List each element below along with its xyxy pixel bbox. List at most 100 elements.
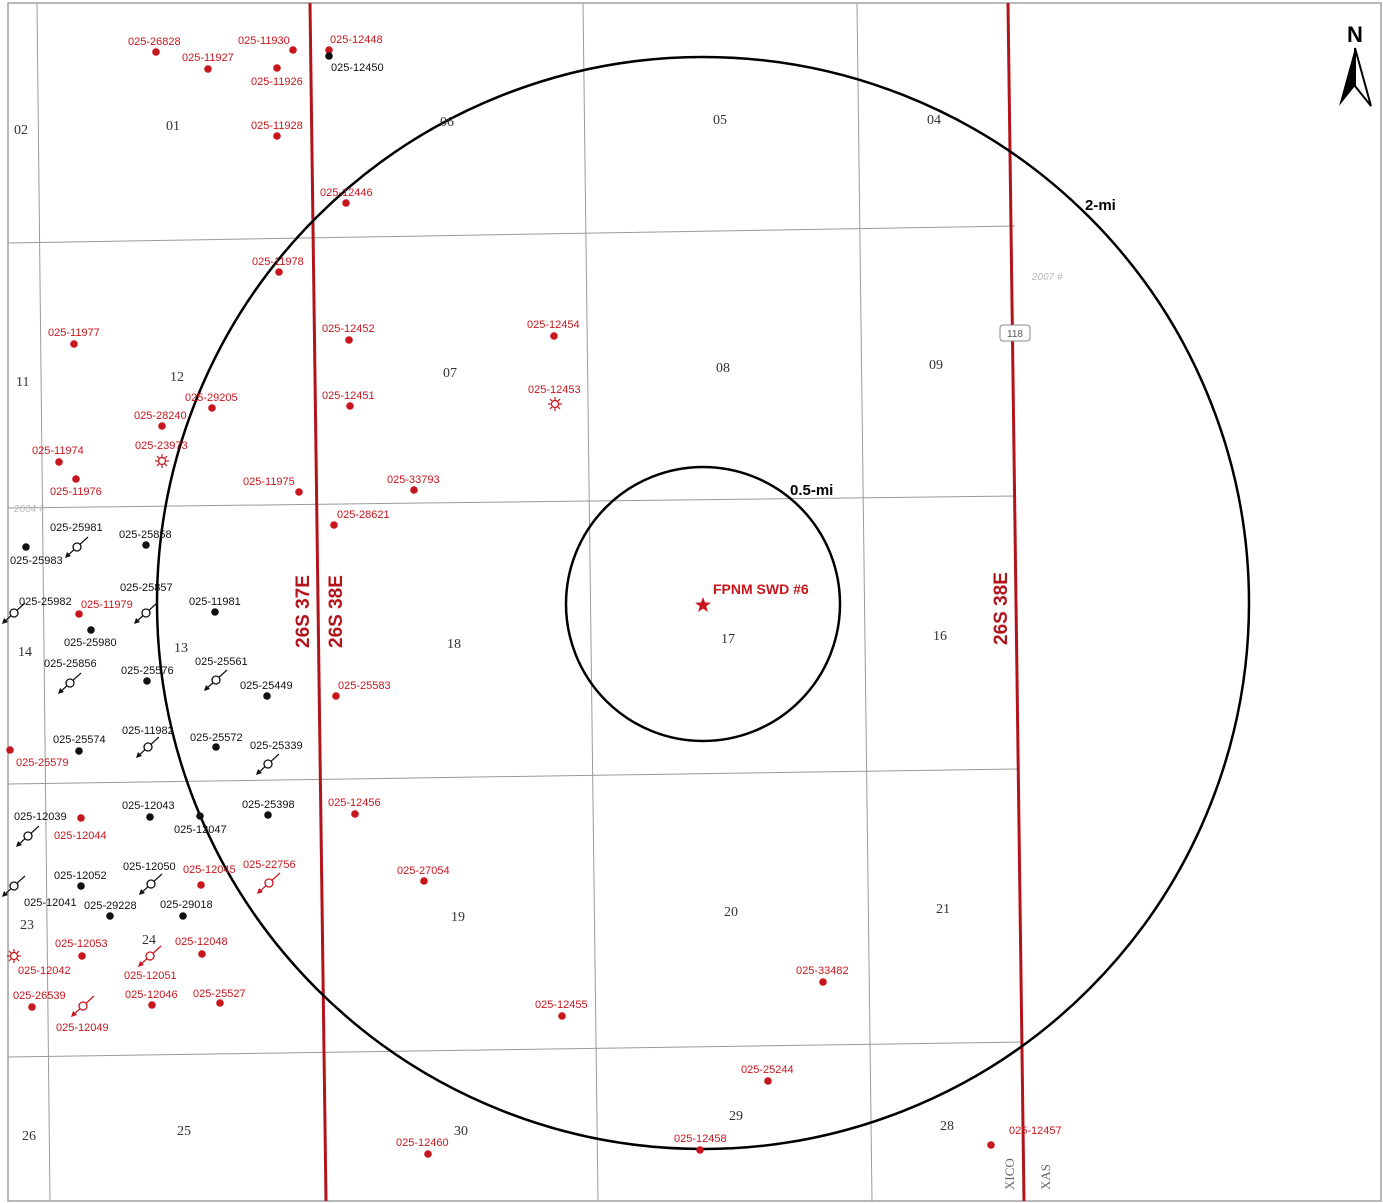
well-label: 025-26828 (128, 36, 181, 48)
red-well-dot-icon (696, 1146, 704, 1154)
well-marker[interactable]: 025-25983 (10, 543, 63, 567)
well-marker[interactable]: 025-28621 (330, 509, 390, 529)
well-marker[interactable]: 025-12043 (122, 800, 175, 821)
well-marker[interactable]: 025-12456 (328, 797, 381, 818)
well-marker[interactable]: 025-25981 (50, 522, 103, 558)
well-marker[interactable]: 025-12451 (322, 390, 375, 410)
section-number: 07 (443, 366, 457, 381)
well-marker[interactable]: 025-29018 (160, 899, 213, 920)
well-label: 025-12455 (535, 999, 588, 1011)
well-marker[interactable]: 025-12050 (123, 861, 176, 895)
well-marker[interactable]: 025-25244 (741, 1064, 794, 1085)
well-marker[interactable]: 025-12042 (7, 949, 71, 977)
well-marker[interactable]: 025-22756 (243, 859, 296, 894)
well-marker[interactable]: 025-25449 (240, 680, 293, 700)
well-label: 025-25398 (242, 799, 295, 811)
well-marker[interactable]: 025-27054 (397, 865, 450, 885)
well-label: 025-25572 (190, 732, 243, 744)
well-marker[interactable]: 025-23973 (135, 440, 188, 468)
injection-well-icon (65, 536, 89, 558)
well-marker[interactable]: 025-29228 (84, 900, 137, 920)
well-marker[interactable]: 025-12053 (55, 938, 108, 960)
well-marker[interactable]: 025-33482 (796, 965, 849, 986)
well-marker[interactable]: 025-12052 (54, 870, 107, 890)
well-marker[interactable]: 025-11982 (122, 725, 174, 758)
red-well-dot-icon (550, 332, 558, 340)
well-marker[interactable]: 025-25579 (6, 746, 69, 769)
map-frame (7, 2, 1382, 1202)
well-marker[interactable]: 025-12458 (674, 1133, 727, 1154)
well-marker[interactable]: 025-25527 (193, 988, 246, 1007)
faint-label-2004: 2004 # (13, 504, 45, 515)
well-marker[interactable]: 025-25982 (2, 596, 72, 624)
injection-well-icon (2, 875, 26, 897)
well-marker[interactable]: 025-11974 (32, 445, 84, 466)
well-marker[interactable]: 025-25858 (119, 529, 172, 549)
well-marker[interactable]: 025-11928 (251, 120, 303, 140)
well-label: 025-25856 (44, 658, 97, 670)
well-marker[interactable]: 025-12452 (322, 323, 375, 344)
well-label: 025-28621 (337, 509, 390, 521)
well-marker[interactable]: 025-12047 (174, 812, 227, 836)
well-marker[interactable]: 025-12454 (527, 319, 580, 340)
injection-well-icon (71, 995, 95, 1017)
well-marker[interactable]: 025-11976 (50, 475, 102, 498)
well-marker[interactable]: 025-11978 (252, 256, 304, 276)
black-well-dot-icon (263, 692, 271, 700)
well-marker[interactable]: 025-25980 (64, 626, 117, 649)
well-marker[interactable]: 025-12051 (124, 945, 177, 982)
red-well-dot-icon (72, 475, 80, 483)
well-marker[interactable]: 025-25572 (190, 732, 243, 751)
well-marker[interactable]: 025-12450 (325, 52, 384, 74)
well-marker[interactable]: 025-11979 (75, 599, 133, 618)
well-marker[interactable]: 025-25574 (53, 734, 106, 755)
well-marker[interactable]: 025-11926 (251, 64, 303, 88)
well-label: 025-25583 (338, 680, 391, 692)
injection-well-icon (58, 672, 82, 694)
well-marker[interactable]: 025-25856 (44, 658, 97, 694)
red-well-dot-icon (410, 486, 418, 494)
well-label: 025-23973 (135, 440, 188, 452)
well-marker[interactable]: 025-12048 (175, 936, 228, 958)
well-marker[interactable]: 025-29205 (185, 392, 238, 412)
well-marker[interactable]: 025-28240 (134, 410, 187, 430)
black-well-dot-icon (142, 541, 150, 549)
section-number: 08 (716, 361, 730, 376)
well-marker[interactable]: 025-12041 (2, 875, 77, 909)
red-well-dot-icon (289, 46, 297, 54)
well-marker[interactable]: 025-12457 (987, 1125, 1062, 1149)
well-marker[interactable]: 025-12046 (125, 989, 178, 1009)
well-marker[interactable]: 025-25576 (121, 665, 174, 685)
red-well-dot-icon (158, 422, 166, 430)
well-label: 025-22756 (243, 859, 296, 871)
section-number: 30 (454, 1124, 468, 1139)
red-well-dot-icon (819, 978, 827, 986)
well-marker[interactable]: 025-12049 (56, 995, 109, 1034)
red-well-dot-icon (275, 268, 283, 276)
well-marker[interactable]: 025-12455 (535, 999, 588, 1020)
well-marker[interactable]: 025-11977 (48, 327, 100, 348)
well-label: 025-12458 (674, 1133, 727, 1145)
well-marker[interactable]: 025-26828 (128, 36, 181, 56)
well-marker[interactable]: 025-25561 (195, 656, 248, 691)
well-marker[interactable]: 025-11981 (189, 596, 241, 616)
well-marker[interactable]: 025-12045 (183, 864, 236, 889)
well-marker[interactable]: 025-12044 (54, 814, 107, 842)
well-label: 025-12051 (124, 970, 177, 982)
well-marker[interactable]: 025-25339 (250, 740, 303, 775)
well-marker[interactable]: 025-12446 (320, 187, 373, 207)
well-marker[interactable]: 025-11930 (238, 35, 297, 54)
red-well-dot-icon (332, 692, 340, 700)
well-label: 025-11982 (122, 725, 174, 737)
well-marker[interactable]: 025-26539 (13, 990, 66, 1011)
well-marker[interactable]: 025-11975 (243, 476, 303, 496)
well-marker[interactable]: 025-25583 (332, 680, 391, 700)
well-marker[interactable]: 025-12448 (325, 34, 383, 54)
well-marker[interactable]: 025-25857 (120, 582, 173, 624)
well-marker[interactable]: 025-25398 (242, 799, 295, 819)
well-marker[interactable]: 025-12039 (14, 811, 67, 847)
well-marker[interactable]: 025-33793 (387, 474, 440, 494)
well-marker[interactable]: 025-12460 (396, 1137, 449, 1158)
well-marker[interactable]: 025-11927 (182, 52, 234, 73)
well-marker[interactable]: 025-12453 (528, 384, 581, 411)
